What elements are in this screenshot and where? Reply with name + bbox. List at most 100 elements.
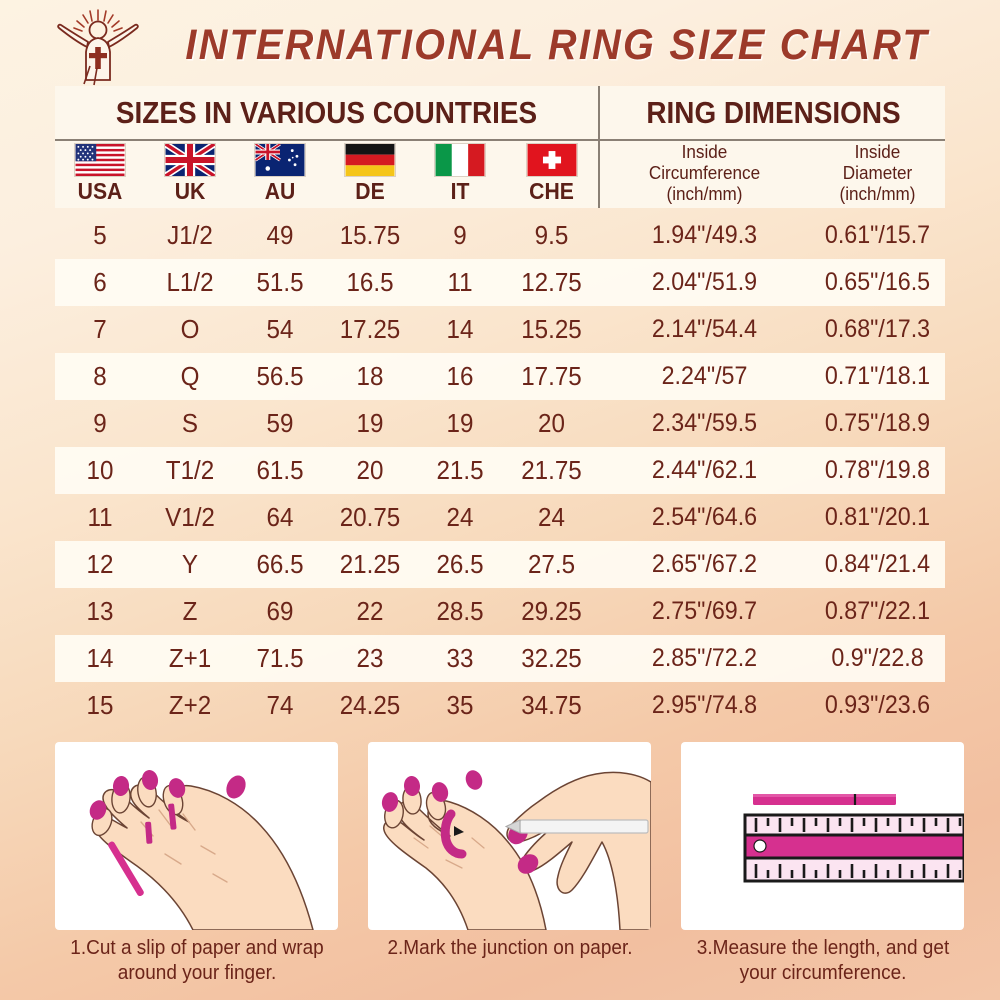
circumference-line-1: Inside — [681, 142, 728, 162]
cell-de: 16.5 — [346, 267, 394, 297]
column-label-uk: UK — [174, 178, 206, 204]
pen — [504, 819, 649, 834]
table-row: 15 Z+2 74 24.25 35 34.75 2.95"/74.8 0.93"/23.6 — [55, 682, 945, 729]
cell-de: 17.25 — [339, 314, 401, 344]
paper-strip — [108, 841, 144, 897]
cell-circumference: 2.24"/57 — [661, 362, 748, 390]
cell-che: 15.25 — [521, 314, 582, 344]
table-row: 14 Z+1 71.5 23 33 32.25 2.85"/72.2 0.9"/22.8 — [55, 635, 945, 682]
flag-usa-icon — [74, 143, 126, 177]
cell-it: 26.5 — [436, 549, 484, 579]
cell-uk: L1/2 — [166, 267, 214, 297]
cell-it: 35 — [446, 690, 474, 720]
table-row: 11 V1/2 64 20.75 24 24 2.54"/64.6 0.81"/20.1 — [55, 494, 945, 541]
cell-it: 11 — [447, 267, 473, 297]
cell-usa: 9 — [93, 408, 107, 438]
cell-che: 17.75 — [521, 361, 582, 391]
table-row: 12 Y 66.5 21.25 26.5 27.5 2.65"/67.2 0.84"/21.4 — [55, 541, 945, 588]
cell-au: 59 — [266, 408, 294, 438]
cell-diameter: 0.71"/18.1 — [824, 362, 931, 390]
cell-circumference: 2.14"/54.4 — [651, 315, 758, 343]
column-header-uk: UK — [145, 143, 235, 206]
header-horizontal-rule — [55, 139, 945, 141]
cell-circumference: 2.65"/67.2 — [651, 550, 758, 578]
flag-italy-icon — [434, 143, 486, 177]
diameter-line-3: (inch/mm) — [839, 184, 916, 204]
cell-de: 18 — [356, 361, 384, 391]
cell-diameter: 0.87"/22.1 — [824, 597, 931, 625]
cell-au: 66.5 — [256, 549, 304, 579]
cell-de: 20 — [356, 455, 384, 485]
table-row: 10 T1/2 61.5 20 21.5 21.75 2.44"/62.1 0.78"/19.… — [55, 447, 945, 494]
column-label-che: CHE — [529, 178, 574, 204]
cell-uk: J1/2 — [167, 220, 213, 250]
cell-de: 19 — [356, 408, 384, 438]
cell-de: 24.25 — [339, 690, 401, 720]
hand-with-paper-strip-illustration-icon — [89, 770, 314, 930]
column-header-che: CHE — [505, 143, 598, 206]
cell-de: 23 — [356, 643, 384, 673]
table-body: 5 J1/2 49 15.75 9 9.5 1.94"/49.3 0.61"/15.7 6 L1/… — [55, 212, 945, 730]
circumference-line-2: Circumference — [648, 163, 761, 183]
table-row: 9 S 59 19 19 20 2.34"/59.5 0.75"/18.9 — [55, 400, 945, 447]
cell-it: 24 — [446, 502, 474, 532]
cell-che: 21.75 — [521, 455, 582, 485]
cell-it: 16 — [446, 361, 474, 391]
column-label-de: DE — [355, 178, 385, 204]
cell-circumference: 2.85"/72.2 — [651, 644, 758, 672]
column-label-au: AU — [264, 178, 296, 204]
page-header: INTERNATIONAL RING SIZE CHART — [0, 0, 1000, 86]
cell-che: 20 — [538, 408, 565, 438]
cell-uk: V1/2 — [165, 502, 215, 532]
cell-usa: 15 — [86, 690, 114, 720]
instruction-caption-1: 1.Cut a slip of paper and wrap around yo… — [70, 937, 324, 984]
cell-che: 24 — [538, 502, 565, 532]
table-row: 13 Z 69 22 28.5 29.25 2.75"/69.7 0.87"/22.1 — [55, 588, 945, 635]
flag-australia-icon — [254, 143, 306, 177]
column-header-de: DE — [325, 143, 415, 206]
cell-che: 29.25 — [521, 596, 582, 626]
diameter-line-1: Inside — [854, 142, 901, 162]
cell-diameter: 0.93"/23.6 — [824, 691, 931, 719]
ruler-measuring-paper-strip-illustration-icon — [743, 794, 964, 883]
cell-au: 54 — [266, 314, 294, 344]
cell-uk: Y — [181, 549, 199, 579]
cell-diameter: 0.81"/20.1 — [824, 503, 931, 531]
cell-diameter: 0.61"/15.7 — [824, 221, 931, 249]
cell-uk: Z — [182, 596, 198, 626]
cell-che: 9.5 — [534, 220, 569, 250]
column-header-usa: USA — [55, 143, 145, 206]
cell-de: 21.25 — [339, 549, 401, 579]
cell-che: 34.75 — [521, 690, 582, 720]
table-header: SIZES IN VARIOUS COUNTRIES RING DIMENSIO… — [55, 86, 945, 208]
cell-usa: 10 — [86, 455, 114, 485]
table-row: 8 Q 56.5 18 16 17.75 2.24"/57 0.71"/18.1 — [55, 353, 945, 400]
cell-diameter: 0.78"/19.8 — [824, 456, 931, 484]
cell-usa: 7 — [93, 314, 107, 344]
column-label-usa: USA — [77, 178, 123, 204]
cell-it: 21.5 — [436, 455, 484, 485]
cell-uk: Z+2 — [168, 690, 212, 720]
cell-uk: Z+1 — [168, 643, 212, 673]
cell-uk: T1/2 — [165, 455, 215, 485]
column-header-it: IT — [415, 143, 505, 206]
cell-circumference: 2.04"/51.9 — [651, 268, 758, 296]
flag-switzerland-icon — [525, 143, 578, 177]
cell-circumference: 2.75"/69.7 — [651, 597, 758, 625]
cell-au: 69 — [266, 596, 294, 626]
cell-che: 27.5 — [527, 549, 576, 579]
cell-de: 15.75 — [339, 220, 401, 250]
cell-it: 33 — [446, 643, 474, 673]
cell-diameter: 0.84"/21.4 — [824, 550, 931, 578]
instruction-caption-2: 2.Mark the junction on paper. — [387, 937, 633, 959]
cell-au: 64 — [266, 502, 294, 532]
cell-au: 49 — [266, 220, 294, 250]
cell-usa: 12 — [86, 549, 114, 579]
cell-che: 32.25 — [521, 643, 582, 673]
diameter-line-2: Diameter — [842, 163, 913, 183]
cell-au: 51.5 — [256, 267, 304, 297]
instruction-panel-2 — [368, 742, 651, 930]
cell-it: 9 — [453, 220, 467, 250]
ruler — [743, 813, 964, 883]
